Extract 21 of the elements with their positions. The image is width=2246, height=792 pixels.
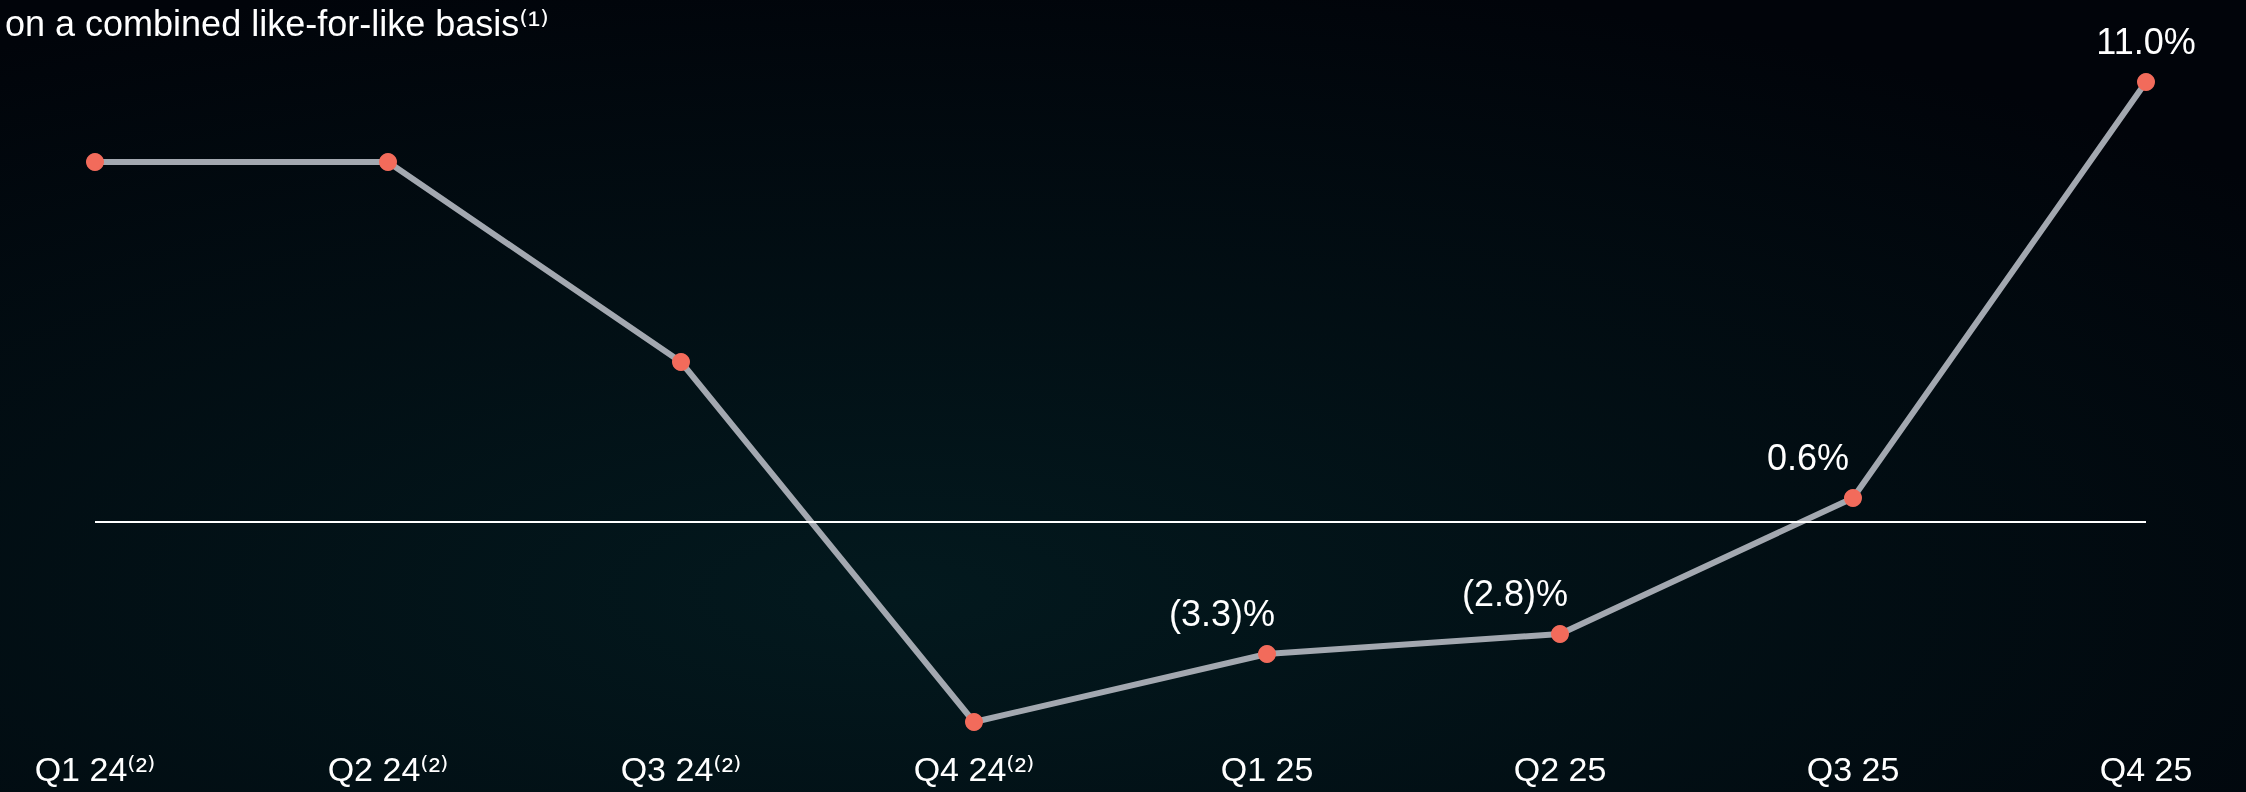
x-tick-label: Q1 24⁽²⁾ (34, 750, 156, 788)
x-tick-label: Q4 25 (2099, 750, 2193, 788)
data-label: (2.8)% (1461, 572, 1569, 614)
point (965, 713, 983, 731)
point (1844, 489, 1862, 507)
data-label: 0.6% (1766, 436, 1850, 478)
point (2137, 73, 2155, 91)
point (672, 353, 690, 371)
x-tick-label: Q4 24⁽²⁾ (913, 750, 1035, 788)
point (86, 153, 104, 171)
x-tick-label: Q2 24⁽²⁾ (327, 750, 449, 788)
data-label: (3.3)% (1168, 592, 1276, 634)
point (1258, 645, 1276, 663)
x-tick-label: Q1 25 (1220, 750, 1314, 788)
point (1551, 625, 1569, 643)
x-tick-label: Q2 25 (1513, 750, 1607, 788)
point (379, 153, 397, 171)
x-tick-label: Q3 25 (1806, 750, 1900, 788)
x-tick-label: Q3 24⁽²⁾ (620, 750, 742, 788)
data-label: 11.0% (2096, 20, 2196, 62)
chart-title: on a combined like-for-like basis⁽¹⁾ (5, 2, 549, 44)
